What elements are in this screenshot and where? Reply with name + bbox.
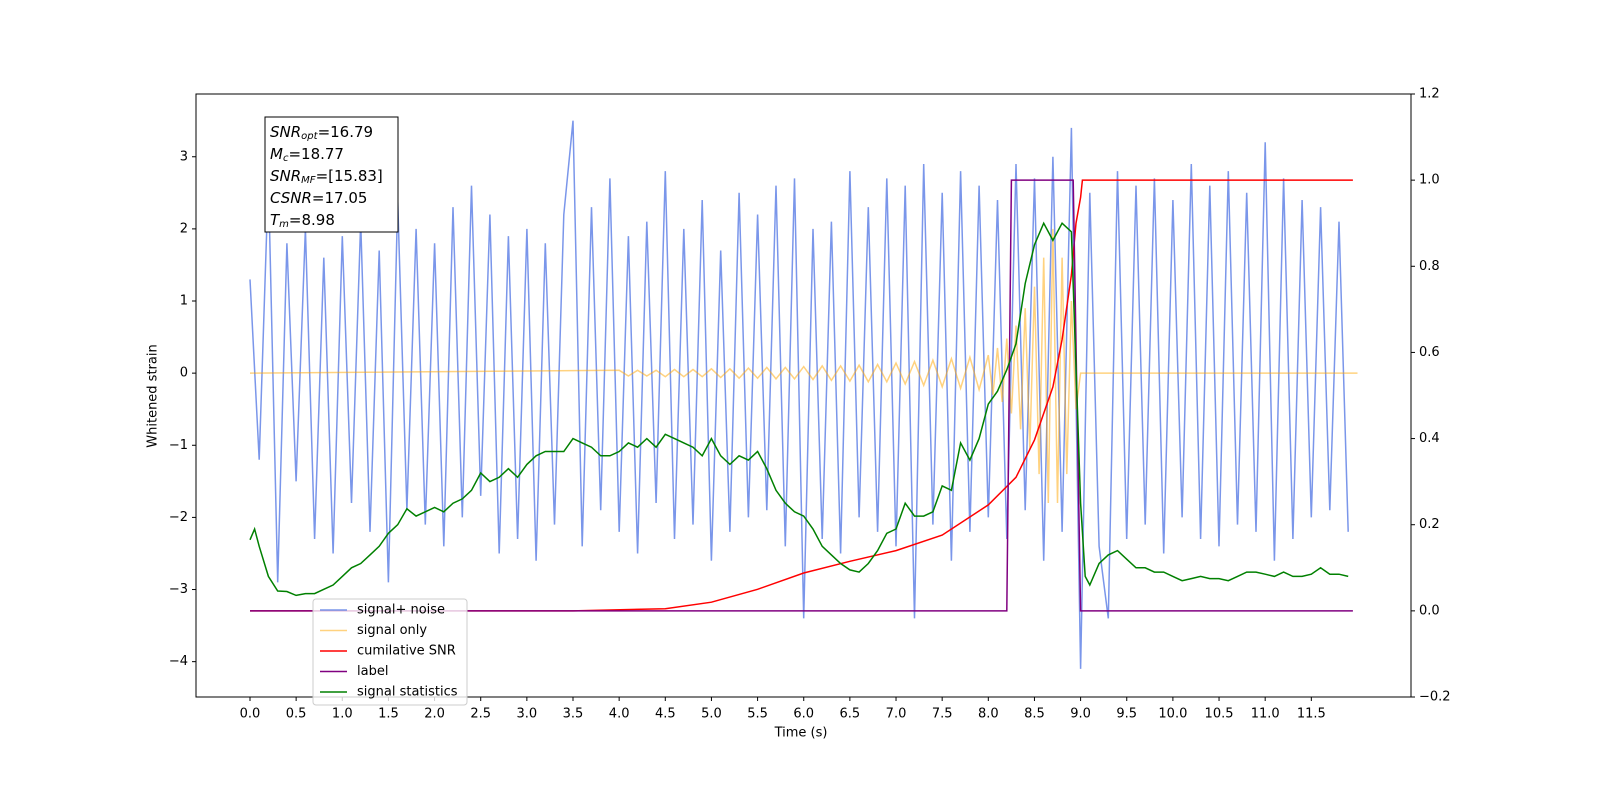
x-tick-label: 1.0 — [332, 707, 353, 722]
y2-tick-label: 0.4 — [1419, 431, 1440, 446]
series-line — [249, 228, 1358, 504]
annotation-symbol: M — [270, 145, 283, 163]
annotation-value: =17.05 — [312, 189, 368, 207]
annotation-symbol: SNR — [270, 123, 301, 141]
legend: signal+ noise signal only cumilative SNR la… — [312, 598, 468, 706]
legend-label: signal only — [357, 623, 427, 638]
y-tick-label: −1 — [169, 438, 188, 453]
y-tick-label: −2 — [169, 510, 188, 525]
y-tick-label: 0 — [180, 366, 188, 381]
annotation-line: CSNR=17.05 — [270, 189, 367, 207]
x-tick-label: 2.5 — [470, 707, 491, 722]
annotation-subscript: opt — [301, 131, 318, 142]
annotation-symbol: T — [270, 211, 281, 229]
x-tick-label: 11.5 — [1297, 707, 1326, 722]
x-tick-label: 10.5 — [1205, 707, 1234, 722]
x-tick-label: 9.0 — [1070, 707, 1091, 722]
x-tick-label: 3.0 — [517, 707, 538, 722]
x-tick-label: 3.5 — [563, 707, 584, 722]
annotation-box: SNRopt=16.79Mc=18.77SNRMF=[15.83]CSNR=17… — [264, 116, 399, 233]
x-tick-label: 0.5 — [286, 707, 307, 722]
x-tick-label: 11.0 — [1251, 707, 1280, 722]
y2-tick-label: −0.2 — [1419, 690, 1451, 705]
annotation-subscript: m — [279, 219, 289, 230]
annotation-frame — [264, 116, 399, 233]
y2-tick-label: 0.6 — [1419, 345, 1440, 360]
series-line — [249, 221, 1349, 597]
legend-label: signal statistics — [357, 685, 458, 700]
x-tick-label: 4.5 — [655, 707, 676, 722]
x-tick-label: 0.0 — [240, 707, 261, 722]
y-tick-label: 2 — [180, 221, 188, 236]
y2-tick-label: 0.8 — [1419, 259, 1440, 274]
annotation-value: =8.98 — [289, 211, 335, 229]
x-tick-label: 9.5 — [1116, 707, 1137, 722]
annotation-line: Mc=18.77 — [270, 145, 344, 165]
y2-tick-label: 1.0 — [1419, 173, 1440, 188]
x-tick-label: 7.5 — [932, 707, 953, 722]
x-tick-label: 5.5 — [747, 707, 768, 722]
y-tick-label: 3 — [180, 149, 188, 164]
annotation-value: =16.79 — [318, 123, 374, 141]
series-line — [249, 120, 1349, 669]
x-tick-label: 7.0 — [886, 707, 907, 722]
legend-label: signal+ noise — [357, 603, 445, 618]
y2-tick-label: 0.0 — [1419, 603, 1440, 618]
y2-tick-label: 0.2 — [1419, 517, 1440, 532]
y-axis-label: Whitened strain — [146, 344, 161, 447]
x-tick-label: 8.0 — [978, 707, 999, 722]
y2-tick-label: 1.2 — [1419, 87, 1440, 102]
x-tick-label: 2.0 — [424, 707, 445, 722]
y-tick-label: 1 — [180, 294, 188, 309]
y-tick-label: −3 — [169, 582, 188, 597]
legend-frame — [312, 598, 468, 706]
legend-label: cumilative SNR — [357, 644, 456, 659]
annotation-line: Tm=8.98 — [270, 211, 335, 231]
x-tick-label: 5.0 — [701, 707, 722, 722]
annotation-subscript: c — [283, 153, 289, 164]
series-line — [250, 179, 1353, 612]
x-tick-label: 6.5 — [840, 707, 861, 722]
annotation-value: =[15.83] — [316, 167, 383, 185]
annotation-subscript: MF — [301, 175, 316, 186]
annotation-value: =18.77 — [288, 145, 344, 163]
x-tick-label: 1.5 — [378, 707, 399, 722]
annotation-symbol: SNR — [270, 167, 301, 185]
y-tick-label: −4 — [169, 654, 188, 669]
annotation-symbol: CSNR — [270, 189, 312, 207]
x-tick-label: 10.0 — [1158, 707, 1187, 722]
legend-label: label — [357, 664, 388, 679]
x-tick-label: 6.0 — [793, 707, 814, 722]
annotation-line: SNRMF=[15.83] — [270, 167, 383, 187]
annotation-line: SNRopt=16.79 — [270, 123, 373, 143]
series-line — [250, 179, 1353, 612]
x-tick-label: 4.0 — [609, 707, 630, 722]
x-tick-label: 8.5 — [1024, 707, 1045, 722]
x-axis-label: Time (s) — [774, 726, 828, 741]
